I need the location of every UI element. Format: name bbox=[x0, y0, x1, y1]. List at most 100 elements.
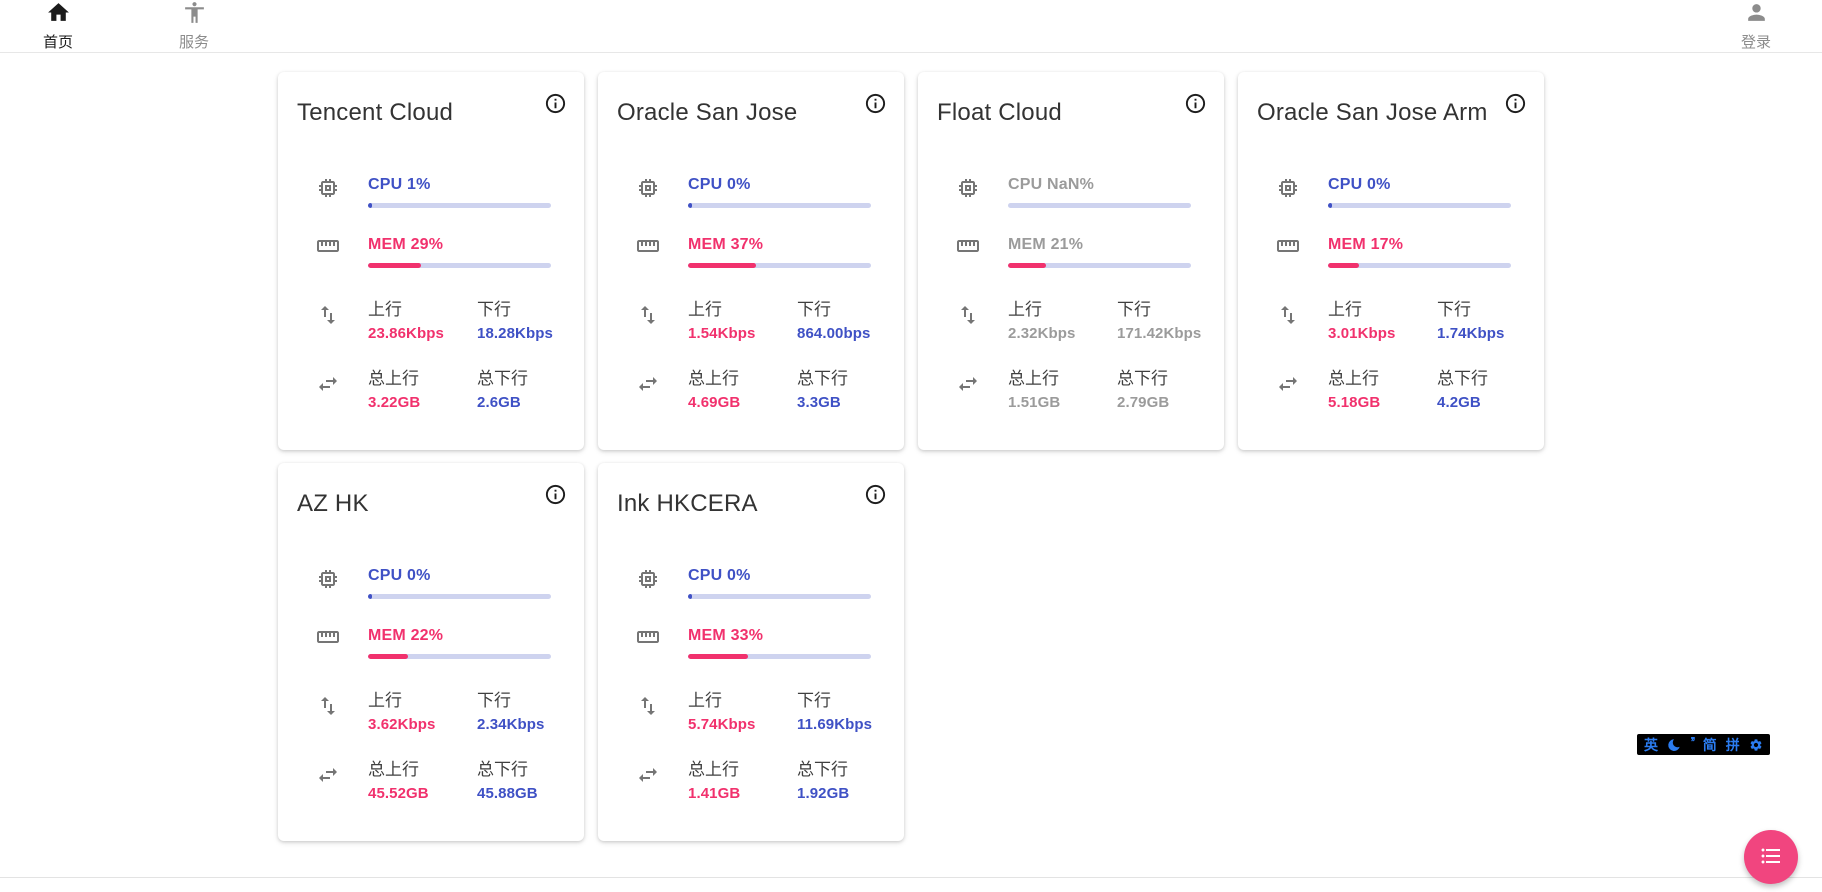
cpu-chip-icon bbox=[636, 567, 660, 591]
upload-value: 3.01Kbps bbox=[1328, 325, 1396, 342]
download-label: 下行 bbox=[1437, 300, 1471, 319]
mem-progress-fill bbox=[688, 263, 756, 268]
download-value: 864.00bps bbox=[797, 325, 871, 342]
ime-language-toggle[interactable]: 英 bbox=[1644, 736, 1658, 753]
mem-stat: MEM 22% bbox=[368, 627, 551, 659]
mem-stat: MEM 37% bbox=[688, 236, 871, 268]
mem-stat: MEM 21% bbox=[1008, 236, 1191, 268]
total-upload-cell: 总上行 1.51GB bbox=[1008, 364, 1117, 411]
download-label: 下行 bbox=[797, 300, 831, 319]
ime-toolbar[interactable]: 英 ’’ 简 拼 bbox=[1637, 734, 1770, 755]
info-icon[interactable] bbox=[864, 483, 887, 506]
cpu-chip-icon bbox=[956, 176, 980, 200]
server-card: Oracle San Jose Arm CPU 0% bbox=[1238, 72, 1544, 450]
server-stats: CPU 0% MEM 37% bbox=[598, 176, 904, 411]
cpu-row: CPU 1% bbox=[316, 176, 551, 208]
cpu-chip-icon bbox=[316, 567, 340, 591]
total-download-cell: 总下行 3.3GB bbox=[797, 364, 871, 411]
info-icon[interactable] bbox=[544, 483, 567, 506]
cpu-row: CPU 0% bbox=[1276, 176, 1511, 208]
total-upload-value: 1.51GB bbox=[1008, 394, 1061, 411]
swap-vertical-icon bbox=[1276, 303, 1300, 327]
total-download-cell: 总下行 45.88GB bbox=[477, 755, 551, 802]
total-download-value: 4.2GB bbox=[1437, 394, 1481, 411]
download-value: 18.28Kbps bbox=[477, 325, 553, 342]
gear-icon[interactable] bbox=[1749, 738, 1763, 752]
cpu-stat: CPU 0% bbox=[368, 567, 551, 599]
info-icon[interactable] bbox=[864, 92, 887, 115]
total-download-cell: 总下行 4.2GB bbox=[1437, 364, 1511, 411]
mem-usage-label: MEM 22% bbox=[368, 627, 444, 644]
total-upload-value: 4.69GB bbox=[688, 394, 741, 411]
download-cell: 下行 18.28Kbps bbox=[477, 295, 553, 342]
swap-horizontal-icon bbox=[316, 763, 340, 787]
home-icon bbox=[46, 0, 71, 30]
mem-progress-track bbox=[1008, 263, 1191, 268]
cpu-chip-icon bbox=[1276, 176, 1300, 200]
ime-pinyin-toggle[interactable]: 拼 bbox=[1725, 736, 1740, 753]
accessibility-icon bbox=[182, 0, 207, 30]
cpu-progress-fill bbox=[688, 594, 692, 599]
upload-label: 上行 bbox=[1328, 300, 1362, 319]
mem-progress-fill bbox=[1328, 263, 1360, 268]
mem-row: MEM 21% bbox=[956, 236, 1191, 268]
list-icon bbox=[1759, 844, 1783, 871]
total-download-cell: 总下行 2.79GB bbox=[1117, 364, 1191, 411]
nav-login-label: 登录 bbox=[1740, 34, 1771, 51]
cpu-row: CPU 0% bbox=[316, 567, 551, 599]
info-icon[interactable] bbox=[1504, 92, 1527, 115]
cpu-row: CPU NaN% bbox=[956, 176, 1191, 208]
mem-progress-fill bbox=[368, 654, 409, 659]
total-download-value: 3.3GB bbox=[797, 394, 841, 411]
total-download-label: 总下行 bbox=[797, 760, 848, 779]
cpu-stat: CPU 0% bbox=[688, 176, 871, 208]
upload-value: 3.62Kbps bbox=[368, 716, 436, 733]
upload-cell: 上行 23.86Kbps bbox=[368, 295, 477, 342]
ime-punctuation-toggle[interactable]: ’’ bbox=[1690, 734, 1696, 751]
download-cell: 下行 11.69Kbps bbox=[797, 686, 872, 733]
server-stats: CPU 0% MEM 33% bbox=[598, 567, 904, 802]
download-value: 1.74Kbps bbox=[1437, 325, 1505, 342]
upload-label: 上行 bbox=[1008, 300, 1042, 319]
nav-item-login[interactable]: 登录 bbox=[1720, 0, 1792, 52]
moon-icon[interactable] bbox=[1667, 738, 1681, 752]
mem-row: MEM 17% bbox=[1276, 236, 1511, 268]
total-upload-label: 总上行 bbox=[688, 369, 739, 388]
info-icon[interactable] bbox=[1184, 92, 1207, 115]
download-value: 2.34Kbps bbox=[477, 716, 545, 733]
ruler-icon bbox=[956, 234, 980, 258]
server-name: Ink HKCERA bbox=[617, 490, 758, 517]
nav-item-services[interactable]: 服务 bbox=[158, 0, 230, 52]
total-grid: 总上行 1.51GB 总下行 2.79GB bbox=[1008, 364, 1191, 411]
total-download-cell: 总下行 1.92GB bbox=[797, 755, 871, 802]
speed-row: 上行 23.86Kbps 下行 18.28Kbps bbox=[316, 295, 553, 342]
cpu-stat: CPU 0% bbox=[1328, 176, 1511, 208]
cpu-chip-icon bbox=[636, 176, 660, 200]
info-icon[interactable] bbox=[544, 92, 567, 115]
cpu-progress-fill bbox=[1328, 203, 1332, 208]
total-download-value: 45.88GB bbox=[477, 785, 538, 802]
mem-usage-label: MEM 29% bbox=[368, 236, 444, 253]
ime-simplified-toggle[interactable]: 简 bbox=[1702, 736, 1717, 753]
server-list-fab[interactable] bbox=[1744, 830, 1798, 884]
upload-label: 上行 bbox=[368, 691, 402, 710]
swap-horizontal-icon bbox=[316, 372, 340, 396]
total-upload-cell: 总上行 5.18GB bbox=[1328, 364, 1437, 411]
total-traffic-row: 总上行 5.18GB 总下行 4.2GB bbox=[1276, 364, 1511, 411]
person-icon bbox=[1744, 0, 1769, 30]
mem-usage-label: MEM 37% bbox=[688, 236, 764, 253]
server-name: Tencent Cloud bbox=[297, 99, 454, 126]
total-download-label: 总下行 bbox=[477, 760, 528, 779]
total-traffic-row: 总上行 3.22GB 总下行 2.6GB bbox=[316, 364, 551, 411]
total-download-cell: 总下行 2.6GB bbox=[477, 364, 551, 411]
cpu-chip-icon bbox=[316, 176, 340, 200]
upload-value: 1.54Kbps bbox=[688, 325, 756, 342]
upload-cell: 上行 5.74Kbps bbox=[688, 686, 797, 733]
mem-progress-fill bbox=[688, 654, 749, 659]
server-card: Float Cloud CPU NaN% bbox=[918, 72, 1224, 450]
mem-progress-track bbox=[368, 654, 551, 659]
total-upload-value: 5.18GB bbox=[1328, 394, 1381, 411]
total-grid: 总上行 45.52GB 总下行 45.88GB bbox=[368, 755, 551, 802]
swap-vertical-icon bbox=[316, 303, 340, 327]
nav-item-home[interactable]: 首页 bbox=[22, 0, 94, 52]
